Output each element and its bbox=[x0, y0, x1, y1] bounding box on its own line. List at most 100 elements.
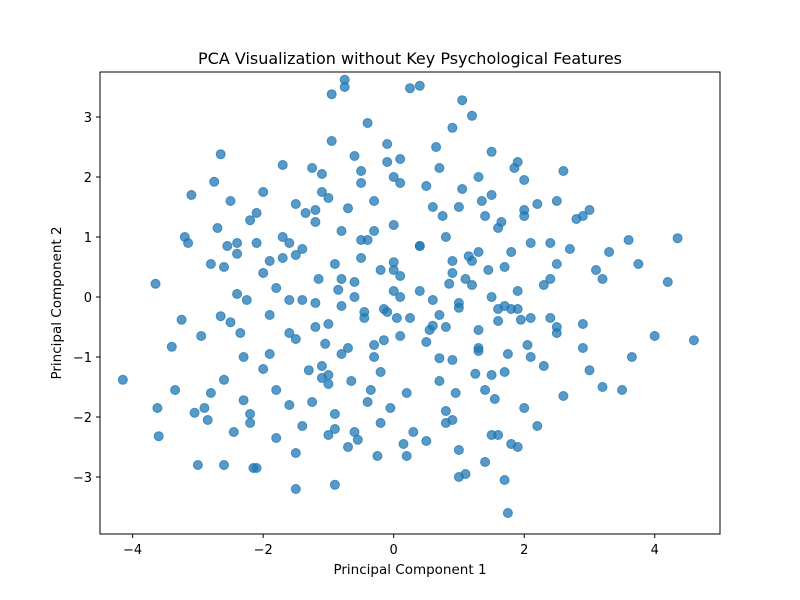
data-point bbox=[447, 122, 458, 133]
data-point bbox=[388, 286, 399, 296]
data-point bbox=[271, 283, 282, 293]
x-axis-ticks: −4 −2 0 2 4 bbox=[123, 534, 659, 558]
data-point bbox=[551, 259, 562, 269]
data-point bbox=[453, 202, 464, 212]
data-point bbox=[290, 334, 301, 344]
data-point bbox=[499, 262, 510, 272]
data-point bbox=[447, 256, 458, 266]
data-point bbox=[297, 244, 308, 254]
data-point bbox=[440, 322, 451, 332]
data-point bbox=[369, 196, 380, 206]
data-point bbox=[212, 223, 223, 233]
data-point bbox=[326, 136, 337, 146]
data-point bbox=[232, 248, 243, 259]
data-point bbox=[617, 385, 628, 395]
data-point bbox=[421, 181, 432, 191]
data-point bbox=[395, 154, 406, 164]
data-point bbox=[633, 259, 644, 269]
x-tick-label: −4 bbox=[123, 543, 142, 558]
data-point bbox=[316, 361, 327, 371]
data-point bbox=[489, 394, 500, 404]
data-point bbox=[346, 376, 357, 386]
data-point bbox=[427, 202, 438, 212]
data-point bbox=[453, 445, 464, 455]
data-point bbox=[401, 451, 412, 461]
data-point bbox=[434, 376, 445, 386]
data-point bbox=[323, 193, 334, 203]
data-point bbox=[467, 110, 477, 121]
data-point bbox=[577, 211, 588, 221]
data-point bbox=[333, 284, 344, 295]
data-point bbox=[473, 247, 484, 257]
data-point bbox=[359, 313, 370, 323]
data-point bbox=[228, 427, 239, 437]
data-point bbox=[395, 292, 406, 302]
data-point bbox=[447, 355, 458, 365]
data-point bbox=[597, 274, 608, 284]
data-point bbox=[290, 250, 301, 260]
data-point bbox=[405, 313, 415, 323]
data-point bbox=[525, 238, 536, 248]
data-point bbox=[447, 415, 458, 425]
data-point bbox=[362, 397, 373, 407]
data-point bbox=[264, 256, 275, 266]
data-point bbox=[483, 265, 494, 275]
data-point bbox=[271, 385, 282, 395]
y-tick-label: 3 bbox=[84, 111, 92, 126]
data-point bbox=[222, 241, 233, 251]
data-point bbox=[486, 292, 497, 302]
data-point bbox=[316, 169, 327, 179]
data-point bbox=[414, 80, 425, 91]
data-point bbox=[431, 142, 442, 152]
data-point bbox=[343, 343, 353, 353]
data-point bbox=[284, 328, 295, 338]
data-point bbox=[519, 175, 530, 185]
data-point bbox=[532, 421, 543, 431]
data-point bbox=[238, 395, 249, 406]
data-point bbox=[519, 403, 530, 413]
data-point bbox=[290, 199, 301, 209]
data-point bbox=[336, 301, 347, 311]
data-point bbox=[440, 232, 451, 242]
data-point bbox=[284, 400, 295, 410]
data-point bbox=[437, 211, 448, 221]
data-point bbox=[424, 325, 435, 335]
data-point bbox=[323, 430, 334, 440]
data-point bbox=[356, 166, 367, 176]
data-point bbox=[512, 304, 523, 314]
data-point bbox=[604, 247, 615, 257]
data-point bbox=[453, 298, 464, 308]
points-layer bbox=[117, 74, 699, 518]
data-point bbox=[166, 341, 177, 352]
data-point bbox=[365, 385, 376, 395]
data-point bbox=[356, 253, 367, 263]
data-point bbox=[467, 280, 477, 290]
data-point bbox=[329, 424, 340, 434]
data-point bbox=[476, 196, 487, 206]
data-point bbox=[457, 184, 468, 194]
data-point bbox=[662, 277, 673, 287]
data-point bbox=[512, 157, 523, 167]
data-point bbox=[584, 365, 595, 376]
data-point bbox=[258, 364, 269, 374]
data-point bbox=[375, 367, 386, 377]
data-point bbox=[219, 262, 229, 272]
data-point bbox=[277, 253, 288, 263]
data-point bbox=[251, 463, 262, 473]
data-point bbox=[176, 314, 187, 325]
data-point bbox=[232, 289, 243, 299]
data-point bbox=[310, 298, 321, 308]
data-point bbox=[486, 146, 497, 157]
data-point bbox=[577, 343, 588, 353]
data-point bbox=[303, 365, 314, 376]
data-point bbox=[499, 367, 510, 377]
data-point bbox=[225, 196, 236, 206]
data-point bbox=[434, 353, 445, 364]
data-point bbox=[558, 391, 569, 401]
data-point bbox=[515, 314, 526, 325]
data-point bbox=[672, 233, 683, 244]
data-point bbox=[241, 295, 252, 305]
data-point bbox=[519, 211, 530, 221]
data-point bbox=[284, 295, 295, 305]
